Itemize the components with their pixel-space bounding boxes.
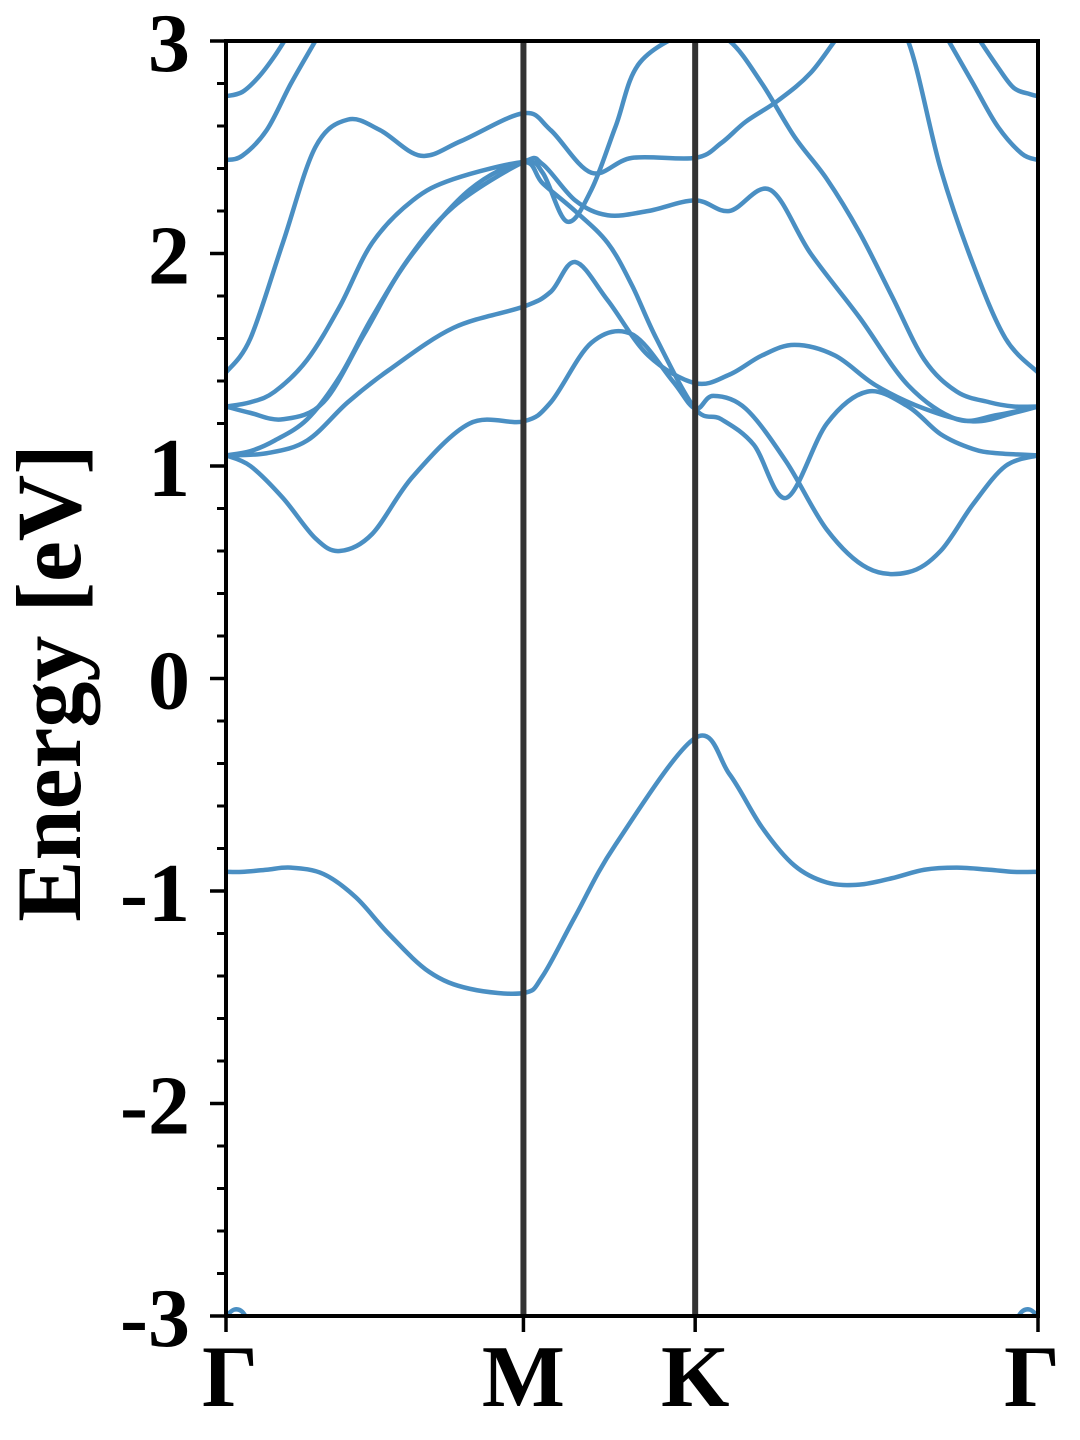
y-tick-label: 3 [148,0,190,90]
bands-layer [226,41,1038,1316]
y-tick-label: 2 [148,210,190,303]
x-tick-label: K [661,1329,729,1426]
band-line-12 [226,1307,249,1316]
band-line-9 [946,41,1038,163]
x-tick-label: Γ [202,1329,258,1426]
band-line-5 [226,155,1038,424]
y-tick-label: -2 [120,1060,190,1153]
y-tick-label: -3 [120,1272,190,1365]
band-line-10 [226,41,288,99]
k-path-lines [520,41,699,1316]
band-line-8 [226,41,318,163]
band-line-13 [1015,1307,1038,1316]
y-tick-label: -1 [120,847,190,940]
x-tick-label: Γ [1004,1329,1060,1426]
y-tick-label: 0 [148,635,190,728]
x-tick-label: M [482,1329,565,1426]
y-tick-label: 1 [148,422,190,515]
plot-frame [224,39,1040,1318]
band-line-3 [226,259,1038,458]
band-line-6 [226,41,1038,410]
band-line-7 [226,41,1038,375]
band-line-1 [226,733,1038,996]
band-line-11 [977,41,1038,99]
y-axis: 3 2 1 0 -1 -2 -3 [120,0,226,1365]
y-axis-title: Energy [eV] [0,444,100,922]
band-line-2 [226,328,1038,577]
